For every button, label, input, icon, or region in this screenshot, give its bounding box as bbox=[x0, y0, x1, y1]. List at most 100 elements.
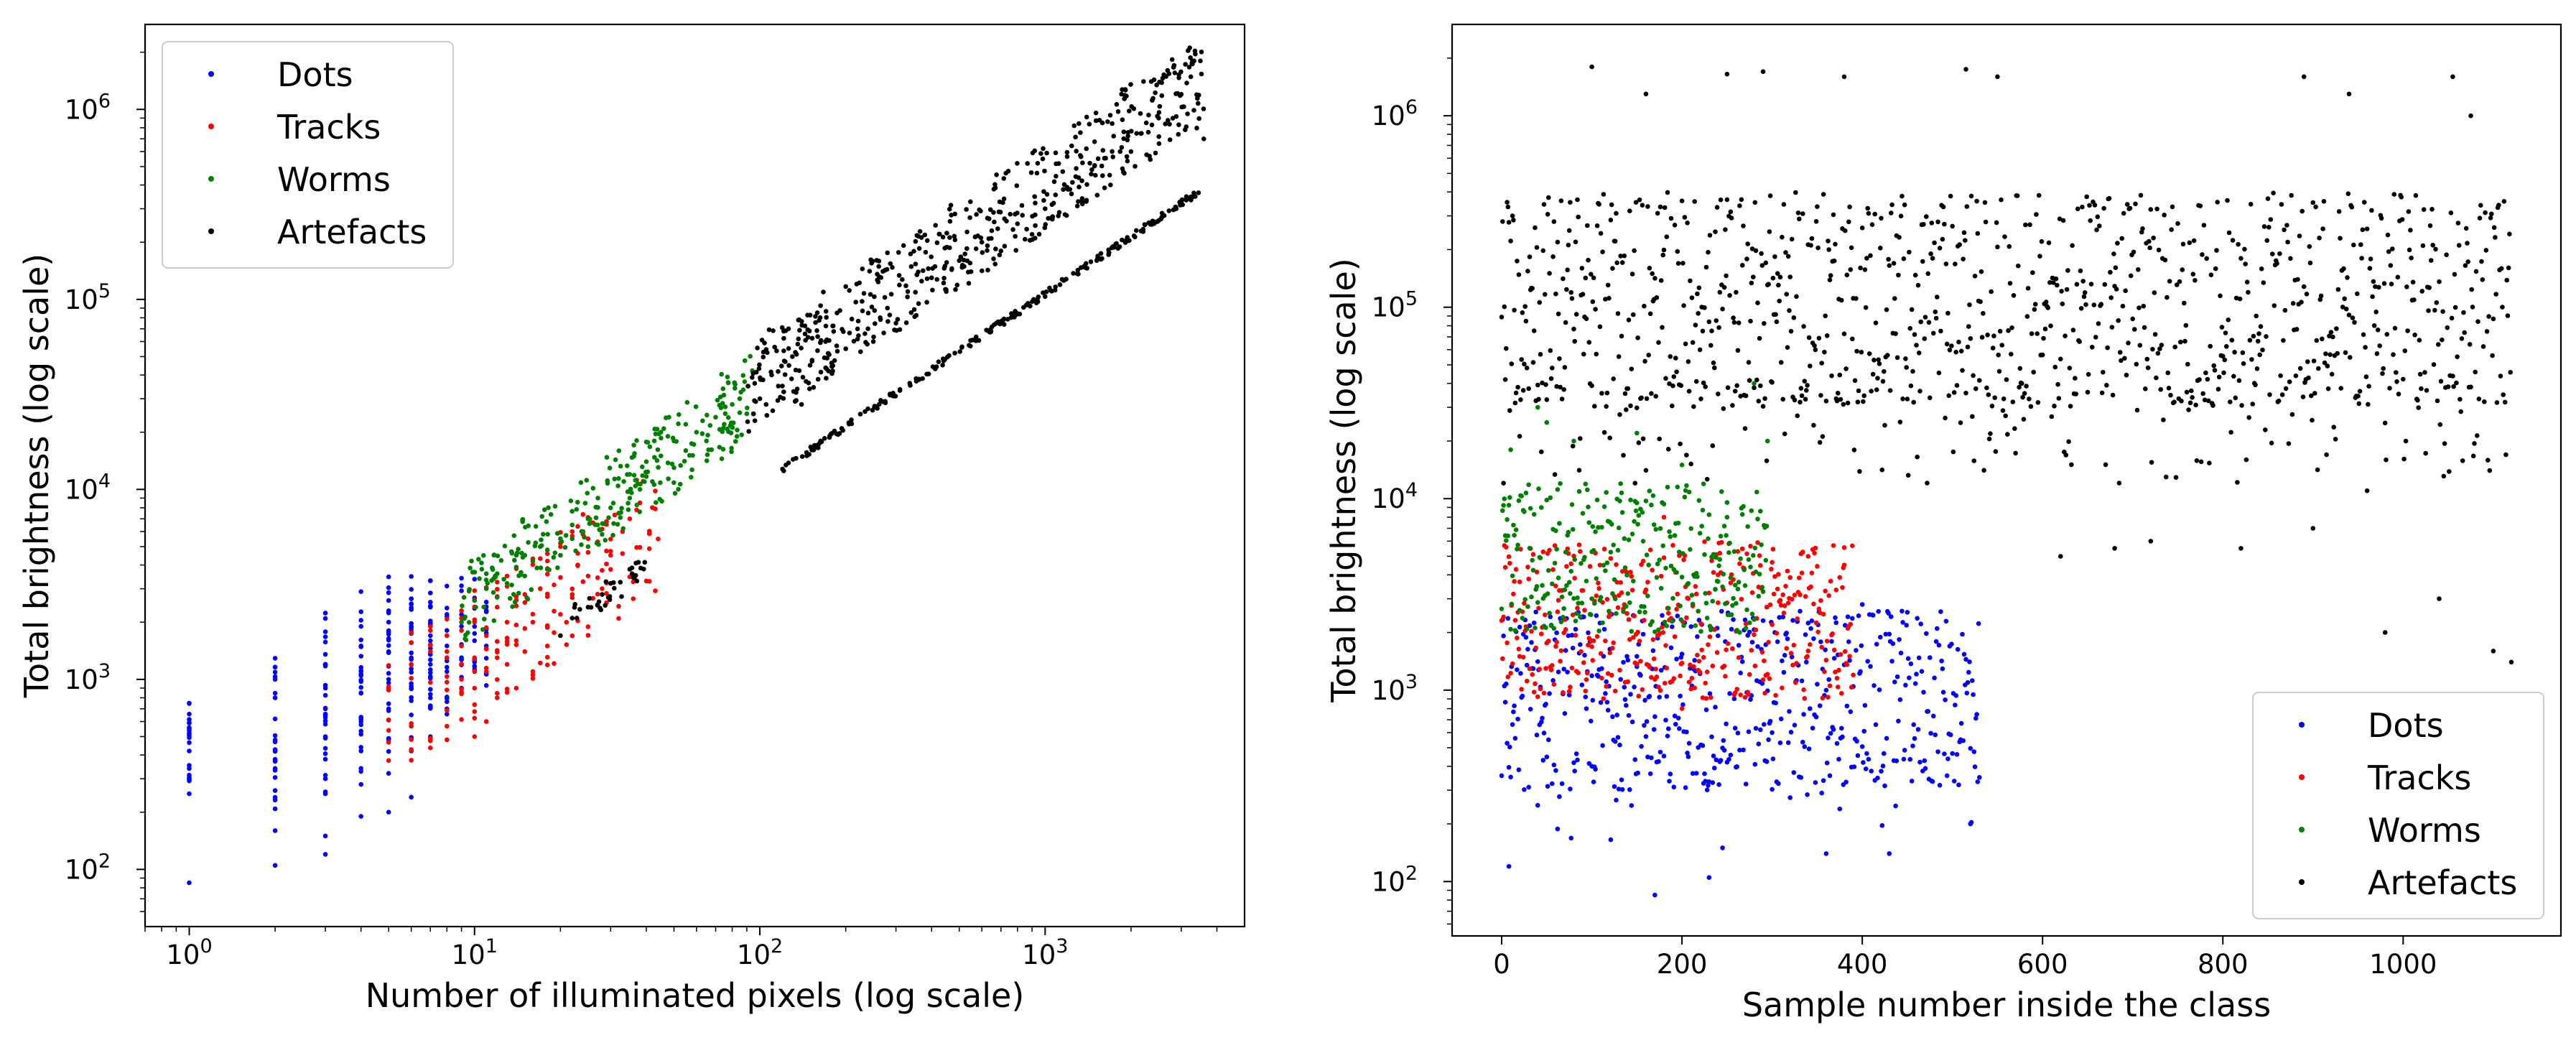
worms-point bbox=[504, 580, 510, 586]
artefacts-point bbox=[2456, 243, 2462, 248]
tracks-point bbox=[1636, 693, 1642, 699]
tracks-point bbox=[513, 642, 519, 647]
dots-point bbox=[428, 657, 433, 662]
artefacts-point bbox=[1107, 250, 1112, 255]
artefacts-point bbox=[1804, 388, 1809, 393]
artefacts-point bbox=[1762, 321, 1767, 326]
tracks-point bbox=[1513, 567, 1519, 572]
artefacts-point bbox=[1544, 397, 1550, 402]
artefacts-point bbox=[818, 369, 824, 375]
tracks-point bbox=[1808, 584, 1813, 590]
artefacts-point bbox=[2182, 338, 2187, 344]
artefacts-point bbox=[908, 310, 914, 315]
tracks-point bbox=[544, 551, 550, 557]
artefacts-point bbox=[2043, 300, 2049, 305]
artefacts-point bbox=[1996, 352, 2001, 358]
artefacts-point bbox=[2253, 382, 2258, 388]
dots-point bbox=[187, 880, 192, 886]
dots-point bbox=[1900, 608, 1905, 614]
artefacts-point bbox=[1672, 223, 1678, 228]
artefacts-point bbox=[1826, 247, 1831, 252]
tracks-point bbox=[1658, 573, 1664, 579]
worms-point bbox=[1589, 596, 1594, 601]
artefacts-point bbox=[1748, 318, 1753, 324]
artefacts-point bbox=[2175, 221, 2180, 226]
artefacts-point bbox=[1013, 309, 1018, 314]
artefacts-point bbox=[2208, 272, 2214, 278]
artefacts-point bbox=[1732, 389, 1738, 394]
worms-point bbox=[1563, 549, 1568, 555]
tracks-point bbox=[1707, 634, 1713, 639]
artefacts-point bbox=[1092, 163, 1097, 168]
artefacts-point bbox=[790, 354, 795, 359]
dots-point bbox=[386, 590, 391, 595]
tracks-point bbox=[1612, 688, 1618, 694]
worms-point bbox=[661, 426, 666, 431]
dots-point bbox=[483, 683, 489, 688]
tracks-point bbox=[544, 662, 550, 667]
artefacts-point bbox=[1774, 319, 1780, 325]
dots-point bbox=[1909, 779, 1915, 784]
dots-point bbox=[1530, 666, 1536, 672]
artefacts-point bbox=[2491, 225, 2497, 231]
dots-point bbox=[1736, 643, 1742, 648]
tracks-point bbox=[1678, 673, 1683, 679]
artefacts-point bbox=[633, 572, 638, 578]
dots-point bbox=[1546, 737, 1551, 743]
artefacts-point bbox=[1102, 185, 1107, 190]
artefacts-point bbox=[2148, 207, 2154, 212]
artefacts-point bbox=[776, 384, 781, 389]
worms-point bbox=[516, 547, 521, 552]
worms-point bbox=[745, 405, 750, 411]
artefacts-point bbox=[1707, 233, 1713, 238]
artefacts-point bbox=[1069, 191, 1074, 197]
legend-label-worms: Worms bbox=[277, 160, 391, 199]
dots-point bbox=[1948, 732, 1953, 738]
artefacts-point bbox=[2114, 287, 2119, 292]
artefacts-point bbox=[2426, 308, 2431, 313]
dots-point bbox=[1882, 783, 1887, 789]
dots-point bbox=[1917, 759, 1922, 765]
dots-point bbox=[1762, 722, 1767, 727]
artefacts-point bbox=[1724, 71, 1730, 77]
dots-point bbox=[1524, 662, 1530, 668]
artefacts-point bbox=[1088, 259, 1094, 264]
tracks-point bbox=[1566, 689, 1572, 694]
artefacts-point bbox=[797, 328, 802, 333]
artefacts-point bbox=[1829, 373, 1834, 379]
dots-point bbox=[1582, 652, 1587, 658]
artefacts-point bbox=[977, 207, 982, 213]
artefacts-point bbox=[1833, 241, 1838, 247]
tracks-point bbox=[552, 583, 557, 588]
tracks-point bbox=[653, 506, 658, 511]
artefacts-point bbox=[2391, 352, 2396, 358]
dots-point bbox=[1760, 618, 1766, 623]
artefacts-point bbox=[2475, 433, 2480, 438]
artefacts-point bbox=[1156, 134, 1161, 139]
artefacts-point bbox=[1114, 102, 1120, 107]
artefacts-point bbox=[2475, 319, 2480, 325]
dots-point bbox=[1904, 623, 1909, 628]
worms-point bbox=[1618, 481, 1623, 486]
legend-label-dots: Dots bbox=[277, 55, 353, 94]
artefacts-point bbox=[1186, 195, 1191, 201]
dots-point bbox=[1650, 648, 1656, 654]
worms-point bbox=[733, 386, 738, 391]
worms-point bbox=[1721, 524, 1727, 529]
tracks-point bbox=[1811, 601, 1816, 607]
artefacts-point bbox=[758, 377, 763, 382]
tracks-point bbox=[530, 676, 536, 681]
dots-point bbox=[1756, 741, 1762, 746]
dots-point bbox=[1810, 725, 1815, 730]
dots-point bbox=[1741, 747, 1746, 753]
artefacts-point bbox=[2508, 370, 2513, 375]
dots-point bbox=[386, 585, 391, 590]
artefacts-point bbox=[1149, 122, 1155, 128]
artefacts-point bbox=[781, 328, 786, 334]
artefacts-point bbox=[2259, 266, 2264, 272]
tracks-point bbox=[1767, 676, 1772, 682]
tracks-point bbox=[1603, 639, 1608, 644]
artefacts-point bbox=[1107, 113, 1113, 118]
artefacts-point bbox=[2136, 305, 2142, 310]
artefacts-point bbox=[2424, 388, 2429, 393]
